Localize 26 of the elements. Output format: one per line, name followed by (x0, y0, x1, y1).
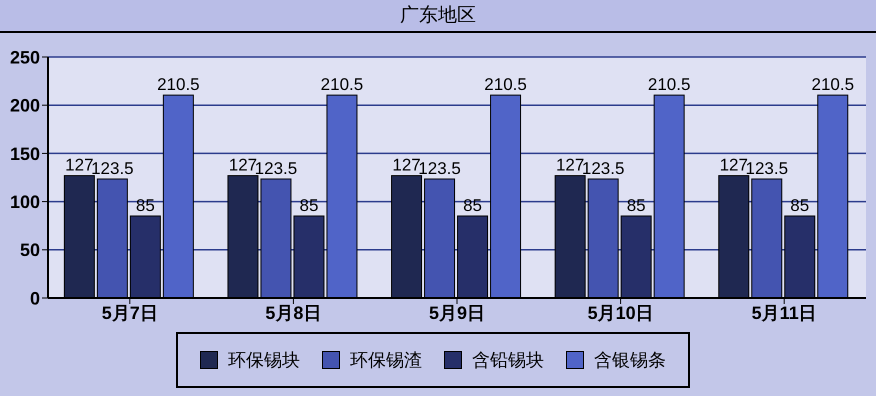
y-tick-label: 0 (30, 288, 40, 308)
data-label: 210.5 (157, 75, 200, 94)
legend-label: 含银锡条 (594, 349, 666, 372)
y-tick-label: 200 (10, 96, 40, 116)
data-label: 127 (392, 156, 421, 175)
data-label: 210.5 (320, 75, 364, 94)
legend-label: 环保锡渣 (350, 349, 422, 372)
y-tick-label: 50 (20, 240, 40, 260)
x-tick-label: 5月11日 (752, 302, 817, 323)
data-label: 210.5 (484, 75, 527, 94)
x-tick-label: 5月9日 (428, 302, 486, 323)
data-label: 210.5 (648, 75, 690, 94)
x-tick-label: 5月8日 (265, 302, 322, 323)
data-label: 127 (65, 156, 94, 175)
y-tick-label: 250 (10, 47, 40, 68)
y-tick-label: 100 (10, 192, 40, 212)
data-label: 127 (556, 156, 584, 175)
x-tick-label: 5月7日 (102, 302, 158, 323)
y-tick-label: 150 (10, 144, 40, 164)
data-label: 210.5 (811, 75, 854, 94)
data-label: 127 (228, 156, 258, 175)
x-tick-label: 5月10日 (588, 302, 654, 323)
legend-label: 环保锡块 (228, 349, 300, 372)
data-label: 127 (720, 156, 748, 175)
chart-title: 广东地区 (0, 0, 876, 33)
legend-label: 含铅锡块 (472, 349, 544, 372)
